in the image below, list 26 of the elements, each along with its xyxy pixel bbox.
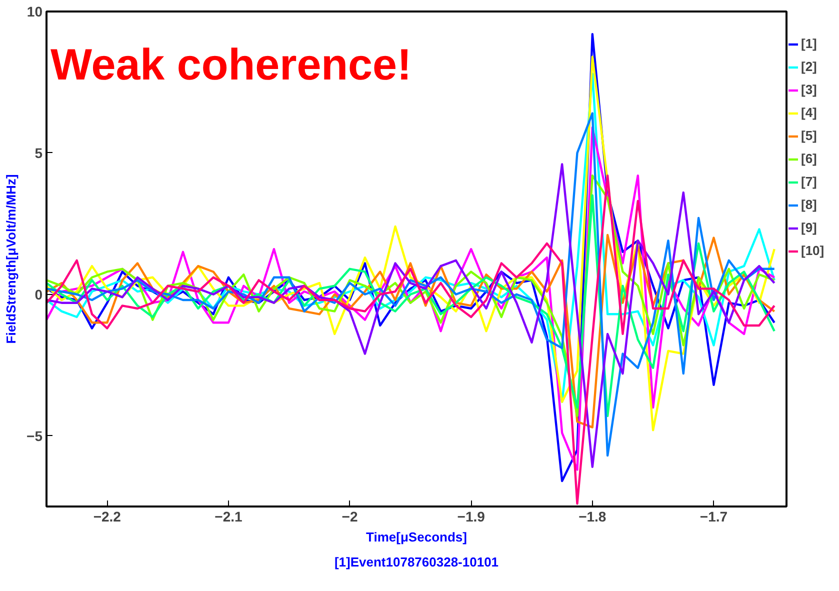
- legend-label: [3]: [801, 82, 818, 97]
- legend-label: [6]: [801, 151, 818, 166]
- x-tick-label: −1.8: [578, 508, 606, 524]
- legend-label: [8]: [801, 197, 818, 212]
- x-tick-label: −2.2: [93, 508, 122, 524]
- legend-label: [10]: [801, 243, 824, 258]
- legend-label: [2]: [801, 59, 818, 74]
- text: [1]Event1078760328-10101: [334, 554, 499, 570]
- legend-label: [7]: [801, 174, 818, 189]
- y-tick-label: 5: [34, 144, 43, 161]
- line-series: [46, 234, 776, 428]
- x-axis-title: Time[μSeconds]: [366, 530, 467, 544]
- legend-label: [5]: [801, 128, 818, 143]
- legend-label: [9]: [801, 220, 818, 235]
- y-tick-label: 0: [34, 286, 43, 302]
- x-tick-label: −1.9: [457, 508, 486, 524]
- x-tick-label: −2: [342, 508, 358, 524]
- y-tick-label: 10: [26, 4, 43, 20]
- x-tick-label: −2.1: [214, 508, 242, 524]
- y-axis-title: FieldStrength[μVolt/m/MHz]: [4, 174, 19, 344]
- x-tick-label: −1.7: [700, 508, 728, 524]
- legend-label: [4]: [801, 105, 818, 120]
- legend-label: [1]: [801, 36, 818, 51]
- annotation: Weak coherence!: [50, 40, 412, 90]
- y-tick-label: −5: [26, 428, 43, 444]
- line-series: [46, 33, 776, 482]
